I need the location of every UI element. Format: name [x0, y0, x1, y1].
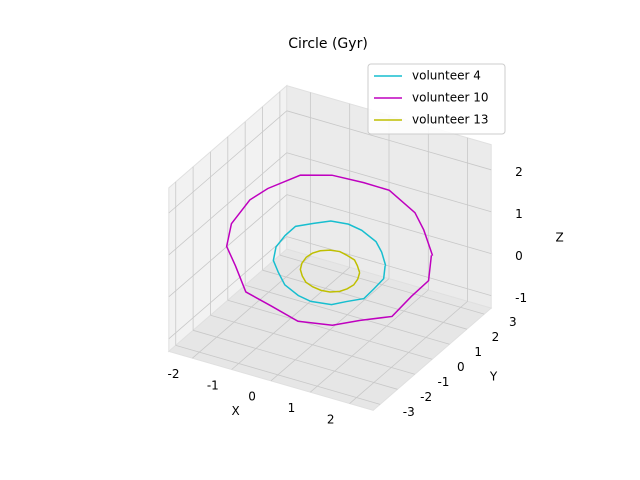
grid-line — [168, 194, 288, 298]
grid-line — [192, 329, 398, 390]
grid-line — [168, 236, 288, 340]
y-tick-label: -1 — [437, 375, 449, 389]
grid-line — [210, 314, 415, 375]
series-line — [225, 174, 434, 327]
grid-line — [286, 194, 492, 255]
x-tick-label: -1 — [207, 378, 219, 392]
grid-line — [279, 254, 485, 315]
y-tick-label: 0 — [457, 360, 465, 374]
grid-line — [245, 284, 450, 345]
legend-label: volunteer 4 — [412, 69, 481, 83]
x-axis-label: X — [231, 404, 239, 418]
y-tick-label: -3 — [403, 405, 415, 419]
z-tick-label: 1 — [515, 207, 523, 221]
chart-title: Circle (Gyr) — [288, 36, 368, 52]
grid-line — [168, 110, 288, 214]
legend-label: volunteer 13 — [412, 113, 488, 127]
series-line — [272, 220, 387, 306]
x-tick-label: 2 — [327, 412, 335, 426]
grid-line — [175, 344, 381, 405]
y-tick-label: 1 — [474, 345, 482, 359]
series-line — [299, 249, 361, 293]
legend-label: volunteer 10 — [412, 91, 488, 105]
x-tick-label: -2 — [168, 367, 180, 381]
z-tick-label: 2 — [515, 165, 523, 179]
x-tick-label: 1 — [288, 401, 296, 415]
x-tick-label: 0 — [248, 390, 256, 404]
grid-line — [286, 152, 492, 213]
z-axis-label: Z — [555, 230, 563, 244]
y-tick-label: -2 — [420, 390, 432, 404]
grid-line — [168, 152, 288, 256]
grid-line — [262, 269, 468, 330]
grid-line — [227, 299, 433, 360]
grid-line — [286, 110, 492, 171]
z-tick-label: 0 — [515, 249, 523, 263]
y-tick-label: 2 — [492, 330, 500, 344]
y-tick-label: 3 — [509, 315, 517, 329]
y-axis-label: Y — [489, 369, 498, 383]
legend-box — [367, 63, 506, 135]
z-tick-label: -1 — [515, 291, 527, 305]
grid-line — [286, 236, 492, 296]
